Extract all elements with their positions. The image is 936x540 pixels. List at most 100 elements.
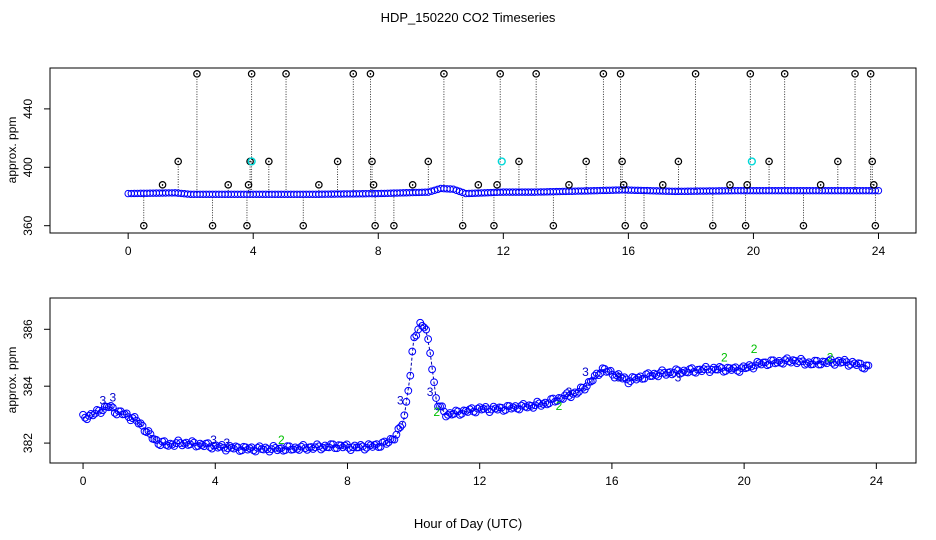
outlier-point xyxy=(708,221,717,230)
series-point xyxy=(225,442,234,450)
baseline-point xyxy=(452,186,461,194)
outlier-point xyxy=(851,70,859,78)
outlier-point xyxy=(799,221,808,230)
outlier-point xyxy=(158,181,167,189)
series-point xyxy=(168,440,177,449)
baseline-point xyxy=(874,186,883,195)
chart-title: HDP_150220 CO2 Timeseries xyxy=(381,10,556,25)
top-x-tick-label: 0 xyxy=(125,244,132,258)
outlier-point-center xyxy=(619,73,622,75)
series-point xyxy=(196,439,204,448)
series-point xyxy=(578,383,587,392)
outlier-point-center xyxy=(369,73,372,75)
top-x-tick-label: 24 xyxy=(872,244,886,258)
outlier-point-center xyxy=(352,73,355,75)
series-point xyxy=(89,411,97,420)
outlier-point xyxy=(440,70,448,78)
outlier-point xyxy=(658,181,667,189)
series-point xyxy=(715,363,724,371)
series-point xyxy=(297,442,306,451)
series-point xyxy=(390,435,399,444)
outlier-point-center xyxy=(837,160,839,163)
point-annotation: 2 xyxy=(278,433,285,447)
bottom-y-axis: 382 384 386 xyxy=(21,319,50,453)
series-point xyxy=(108,403,117,412)
series-point xyxy=(840,355,849,364)
series-point xyxy=(733,366,742,375)
series-point xyxy=(432,394,440,402)
series-point xyxy=(630,373,639,382)
outlier-point xyxy=(208,221,217,230)
series-point xyxy=(565,392,573,400)
series-point xyxy=(755,359,764,367)
outlier-point xyxy=(224,181,233,189)
point-annotation: 3 xyxy=(210,433,217,447)
outlier-point-center xyxy=(535,73,537,75)
series-point xyxy=(606,366,615,375)
series-point xyxy=(398,420,407,429)
outlier-point xyxy=(532,70,540,78)
point-annotation: 3 xyxy=(109,391,116,405)
series-point xyxy=(491,404,500,413)
outlier-point-center xyxy=(711,224,714,227)
point-annotation: 2 xyxy=(721,351,728,365)
series-point xyxy=(803,359,811,368)
outlier-point xyxy=(408,181,417,189)
outlier-point xyxy=(640,221,648,230)
bottom-x-tick-label: 0 xyxy=(80,474,87,488)
top-y-axis-label: approx. ppm xyxy=(5,117,19,184)
flagged-point xyxy=(247,157,256,166)
outlier-point xyxy=(834,157,842,166)
series-point xyxy=(164,442,173,450)
outlier-point xyxy=(371,221,379,230)
series-point xyxy=(313,440,321,449)
outlier-point xyxy=(565,181,573,189)
series-point xyxy=(271,443,280,452)
outlier-point xyxy=(369,181,378,189)
outlier-point-center xyxy=(768,160,770,163)
outlier-point xyxy=(868,157,877,166)
series-point xyxy=(529,403,538,412)
outlier-point-center xyxy=(729,184,731,186)
point-annotation: 3 xyxy=(427,385,434,399)
series-point xyxy=(680,366,688,375)
bottom-x-tick-label: 16 xyxy=(605,474,619,488)
series-point xyxy=(592,369,601,378)
bottom-plot-frame xyxy=(49,297,917,464)
series-point xyxy=(122,409,131,418)
outlier-point-center xyxy=(746,184,748,186)
series-point xyxy=(535,399,544,408)
outlier-point-center xyxy=(427,160,430,163)
series-point xyxy=(249,446,258,455)
x-axis-label: Hour of Day (UTC) xyxy=(414,516,522,531)
outlier-point xyxy=(243,221,251,230)
point-annotation: 2 xyxy=(751,342,758,356)
outlier-point-center xyxy=(336,160,339,163)
series-point xyxy=(672,365,680,374)
series-point xyxy=(263,445,272,453)
outlier-point-center xyxy=(250,73,253,75)
outlier-point-center xyxy=(871,160,874,163)
baseline-point xyxy=(449,185,457,193)
series-point xyxy=(652,371,661,379)
outlier-point xyxy=(496,70,504,78)
outlier-point-center xyxy=(493,224,495,227)
series-point xyxy=(842,358,851,367)
series-point xyxy=(104,403,113,412)
series-point xyxy=(834,356,843,365)
outlier-point-center xyxy=(661,184,664,186)
series-point xyxy=(507,404,516,413)
outlier-point xyxy=(816,181,825,189)
outlier-point xyxy=(869,181,878,189)
series-point xyxy=(336,441,345,450)
series-point xyxy=(648,372,657,380)
series-point xyxy=(668,370,676,379)
series-point xyxy=(660,368,669,377)
outlier-point-center xyxy=(802,224,805,227)
point-annotation: 2 xyxy=(827,351,834,365)
outlier-point xyxy=(474,181,483,189)
series-point xyxy=(743,363,752,372)
outlier-point xyxy=(333,157,342,166)
series-point xyxy=(174,436,183,445)
